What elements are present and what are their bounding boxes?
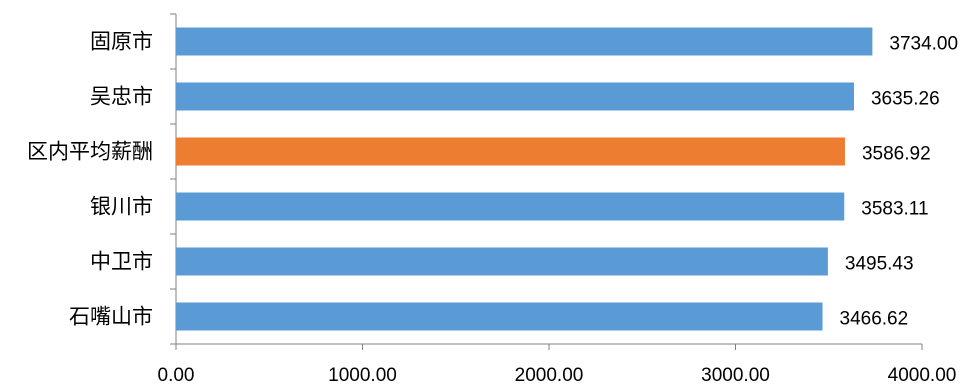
x-tick-label: 4000.00 [888, 365, 957, 384]
bar [176, 247, 828, 276]
value-label: 3586.92 [862, 144, 931, 165]
x-tick-label: 0.00 [158, 365, 195, 384]
category-label: 中卫市 [90, 250, 153, 274]
category-label: 吴忠市 [90, 85, 153, 109]
value-label: 3495.43 [845, 254, 914, 275]
value-label: 3466.62 [840, 309, 909, 330]
category-label: 石嘴山市 [69, 305, 153, 329]
x-tick-label: 1000.00 [328, 365, 397, 384]
category-label: 固原市 [90, 30, 153, 54]
category-label: 银川市 [90, 195, 153, 219]
bar [176, 27, 873, 56]
value-label: 3635.26 [871, 89, 940, 110]
bar [176, 82, 854, 111]
chart-axes [170, 13, 923, 350]
chart-bars [176, 27, 873, 331]
x-tick-label: 3000.00 [701, 365, 770, 384]
bar [176, 137, 845, 166]
category-label: 区内平均薪酬 [27, 140, 153, 164]
value-label: 3583.11 [861, 199, 928, 220]
value-label: 3734.00 [889, 34, 958, 55]
x-tick-label: 2000.00 [515, 365, 584, 384]
bar [176, 192, 845, 221]
chart-labels: 0.00 1000.00 2000.00 3000.00 4000.00 固原市 3734.… [27, 30, 958, 384]
bar [176, 302, 823, 331]
